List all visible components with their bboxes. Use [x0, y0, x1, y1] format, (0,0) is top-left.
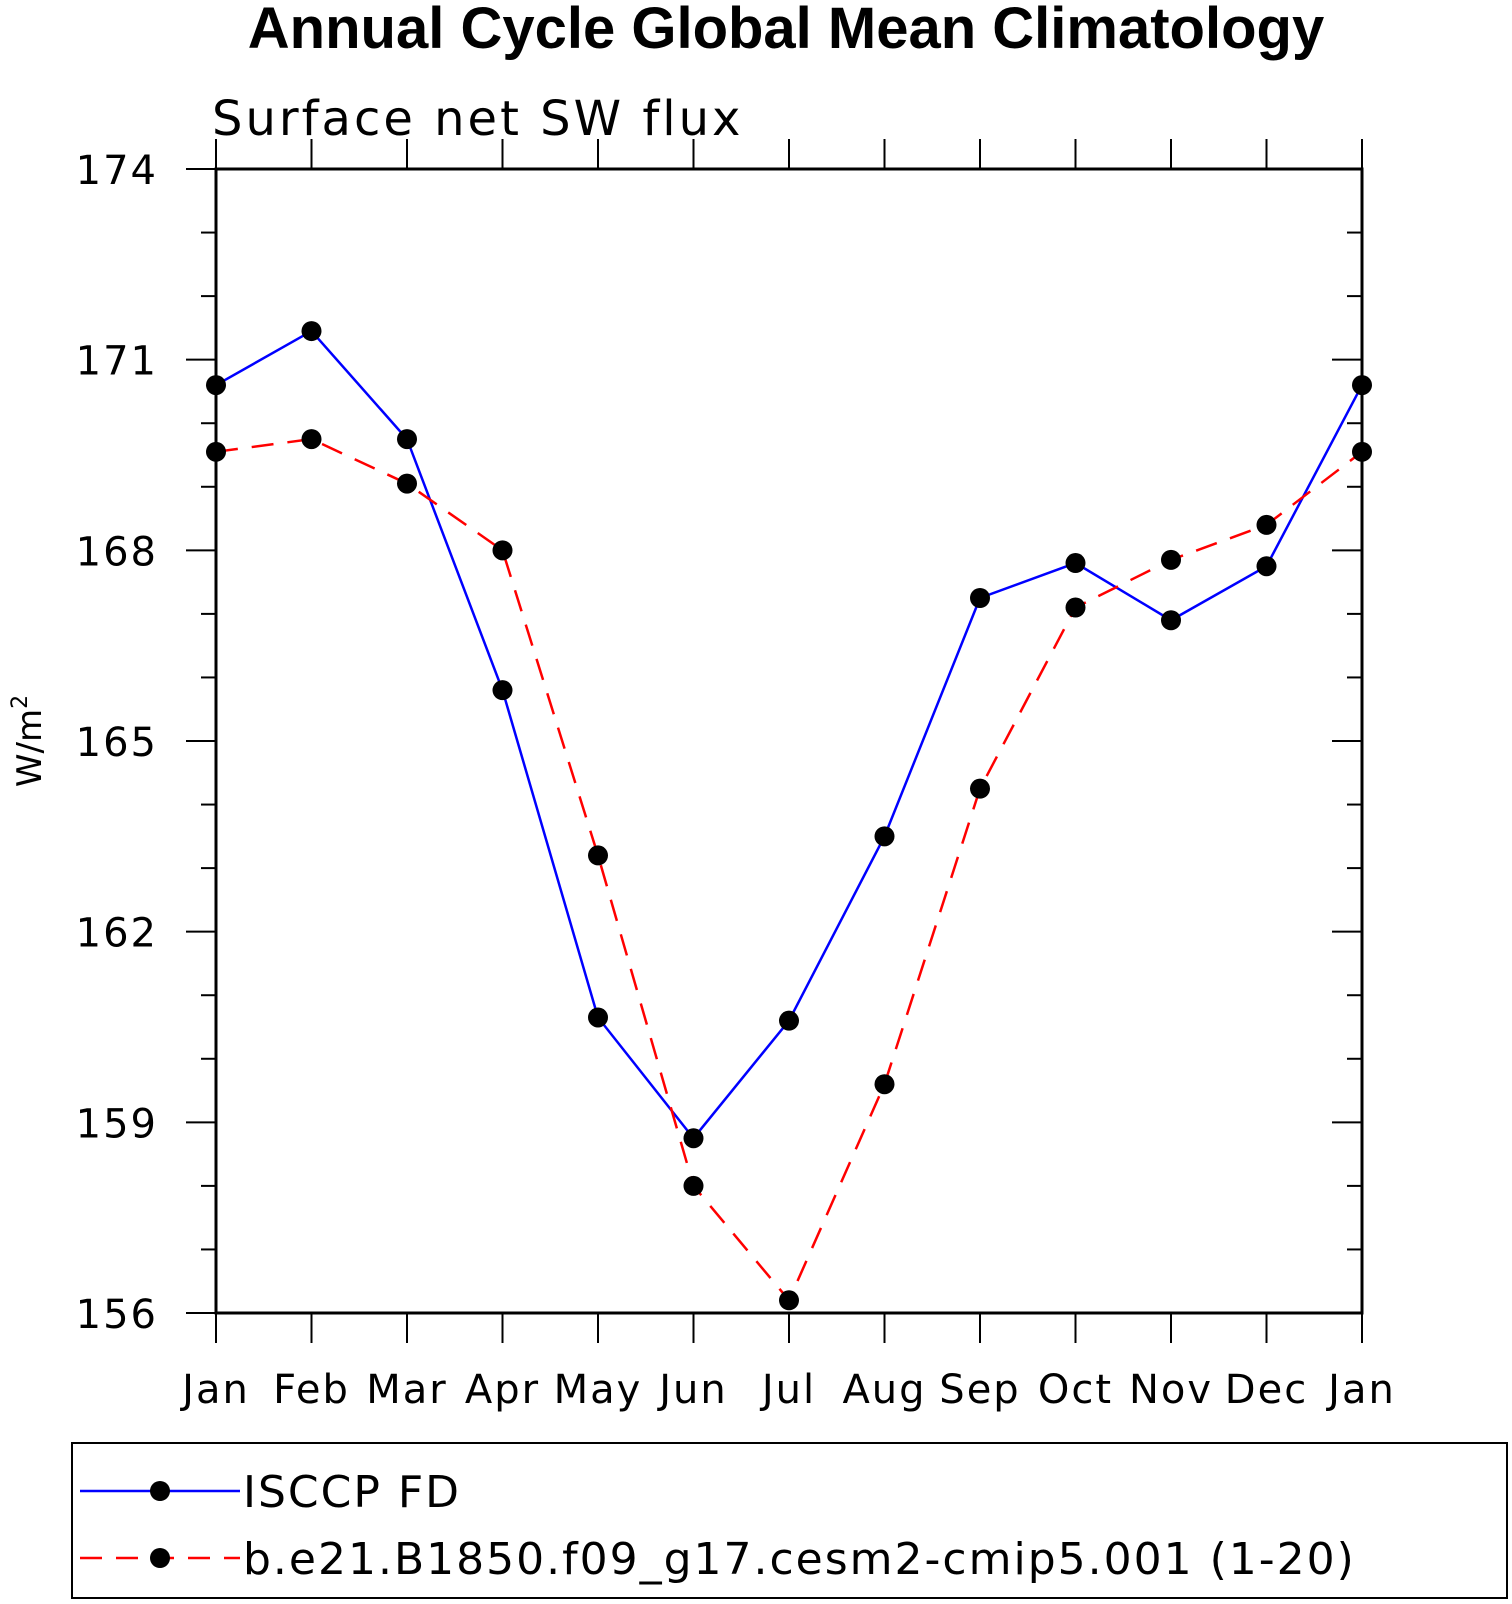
legend-label-2: b.e21.B1850.f09_g17.cesm2-cmip5.001 (1-2…: [243, 1534, 1356, 1585]
series-1-point: [492, 680, 513, 701]
series-1-point: [1065, 553, 1086, 574]
x-tick-label: Jul: [759, 1367, 816, 1413]
series-1-point: [970, 588, 990, 608]
series-1-point: [301, 321, 322, 342]
series-2-point: [1256, 514, 1277, 535]
x-tick-label: Mar: [366, 1367, 447, 1413]
series-2-point: [206, 441, 226, 462]
legend-marker-2: [150, 1548, 170, 1568]
y-tick-label: 171: [76, 339, 158, 385]
series-1-point: [779, 1010, 799, 1031]
x-tick-labels: Jan Feb Mar Apr May Jun Jul Aug Sep Oct Nov Dec Jan: [179, 1367, 1396, 1413]
x-tick-label: Apr: [465, 1367, 540, 1413]
series-2-point: [301, 429, 322, 450]
series-2-point: [588, 845, 608, 866]
series-1-point: [397, 429, 417, 450]
legend-box: [71, 1442, 1508, 1599]
series-layer: [206, 321, 1372, 1311]
series-2-point: [683, 1175, 704, 1196]
y-axis-label-superscript: 2: [8, 695, 33, 709]
series-1-point: [874, 826, 895, 847]
y-tick-label: 165: [76, 720, 158, 766]
x-tick-label: Oct: [1038, 1367, 1113, 1413]
x-tick-label: May: [554, 1367, 643, 1413]
y-tick-label: 174: [76, 148, 158, 194]
x-tick-label: Feb: [273, 1367, 350, 1413]
y-tick-label: 159: [76, 1101, 158, 1147]
series-1-point: [206, 375, 226, 396]
y-tick-label: 156: [76, 1292, 158, 1338]
y-tick-labels: 156 159 162 165 168 171 174: [76, 148, 158, 1338]
series-2-point: [1065, 597, 1086, 618]
series-2-point: [970, 778, 990, 799]
series-line-2: [215, 437, 1363, 1303]
series-2-point: [1352, 441, 1372, 462]
y-axis-label-text: W/m: [10, 709, 50, 787]
series-1-point: [683, 1128, 704, 1149]
series-2-point: [874, 1074, 895, 1095]
legend-marker-1: [150, 1481, 170, 1501]
x-tick-label: Dec: [1225, 1367, 1308, 1413]
series-2-point: [779, 1290, 799, 1311]
y-tick-label: 162: [76, 911, 158, 957]
plot-frame: [214, 167, 1364, 1315]
series-1-point: [1352, 375, 1372, 396]
series-2-point: [397, 473, 417, 494]
x-tick-label: Jun: [656, 1367, 728, 1413]
legend-label-1: ISCCP FD: [243, 1467, 461, 1518]
y-axis-label: W/m2: [8, 695, 50, 787]
legend: ISCCP FD b.e21.B1850.f09_g17.cesm2-cmip5.…: [80, 1467, 1356, 1585]
x-tick-label: Jan: [179, 1367, 250, 1413]
series-2-point: [492, 540, 513, 561]
series-1-point: [588, 1007, 608, 1028]
chart-subtitle: Surface net SW flux: [212, 91, 743, 147]
x-tick-label: Nov: [1129, 1367, 1213, 1413]
y-tick-label: 168: [76, 529, 158, 575]
svg-text:W/m2: W/m2: [8, 695, 50, 787]
series-1-point: [1256, 556, 1277, 577]
series-1-point: [1161, 610, 1181, 631]
x-tick-label: Jan: [1325, 1367, 1396, 1413]
series-2-point: [1161, 549, 1181, 570]
x-tick-label: Aug: [842, 1367, 926, 1413]
axes-ticks: [186, 139, 1363, 1343]
chart-title: Annual Cycle Global Mean Climatology: [248, 0, 1324, 61]
x-tick-label: Sep: [939, 1367, 1020, 1413]
